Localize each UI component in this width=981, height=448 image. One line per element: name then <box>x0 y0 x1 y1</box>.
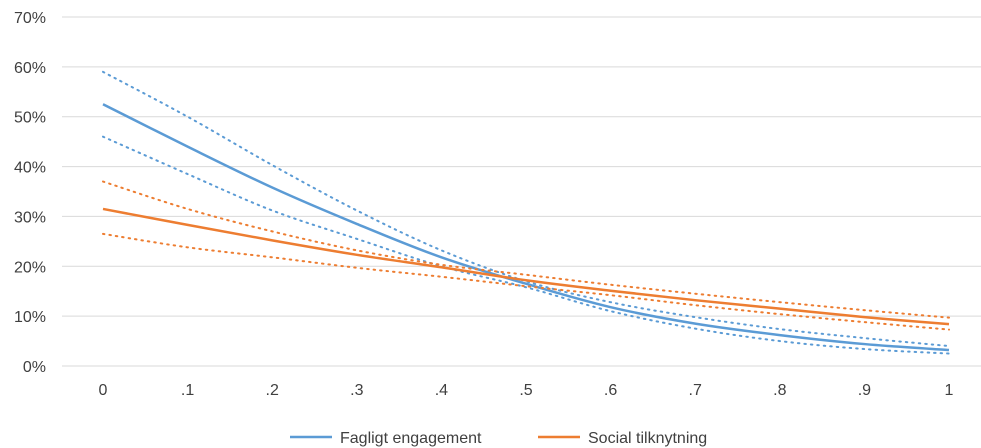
y-tick-label: 40% <box>14 160 46 177</box>
legend-label-fagligt-engagement: Fagligt engagement <box>340 430 482 447</box>
ci-upper-social-tilknytning <box>102 180 950 319</box>
x-tick-label: .7 <box>689 382 702 399</box>
x-tick-label: .3 <box>350 382 363 399</box>
x-tick-label: .8 <box>773 382 786 399</box>
ci-lower-social-tilknytning <box>102 232 950 331</box>
y-tick-label: 50% <box>14 110 46 127</box>
x-axis-tick-labels: 0 .1 .2 .3 .4 .5 .6 .7 .8 .9 1 <box>99 382 954 399</box>
series-line-fagligt-engagement <box>102 103 950 352</box>
y-axis-tick-labels: 0% 10% 20% 30% 40% 50% 60% 70% <box>14 10 46 376</box>
grid-lines <box>62 16 981 367</box>
x-tick-label: .2 <box>266 382 279 399</box>
x-tick-label: .1 <box>181 382 194 399</box>
ci-lower-fagligt-engagement <box>102 135 950 355</box>
x-tick-label: .5 <box>519 382 532 399</box>
series-line-social-tilknytning <box>102 207 950 326</box>
ci-upper-fagligt-engagement <box>102 70 950 348</box>
y-tick-label: 60% <box>14 60 46 77</box>
legend-label-social-tilknytning: Social tilknytning <box>588 430 707 447</box>
y-tick-label: 30% <box>14 209 46 226</box>
x-tick-label: 1 <box>945 382 954 399</box>
x-tick-label: .6 <box>604 382 617 399</box>
x-tick-label: .9 <box>858 382 871 399</box>
y-tick-label: 0% <box>23 359 46 376</box>
y-tick-label: 70% <box>14 10 46 27</box>
legend: Fagligt engagement Social tilknytning <box>290 430 707 447</box>
y-tick-label: 10% <box>14 309 46 326</box>
x-tick-label: .4 <box>435 382 448 399</box>
series-layer <box>102 70 950 355</box>
x-tick-label: 0 <box>99 382 108 399</box>
y-tick-label: 20% <box>14 259 46 276</box>
